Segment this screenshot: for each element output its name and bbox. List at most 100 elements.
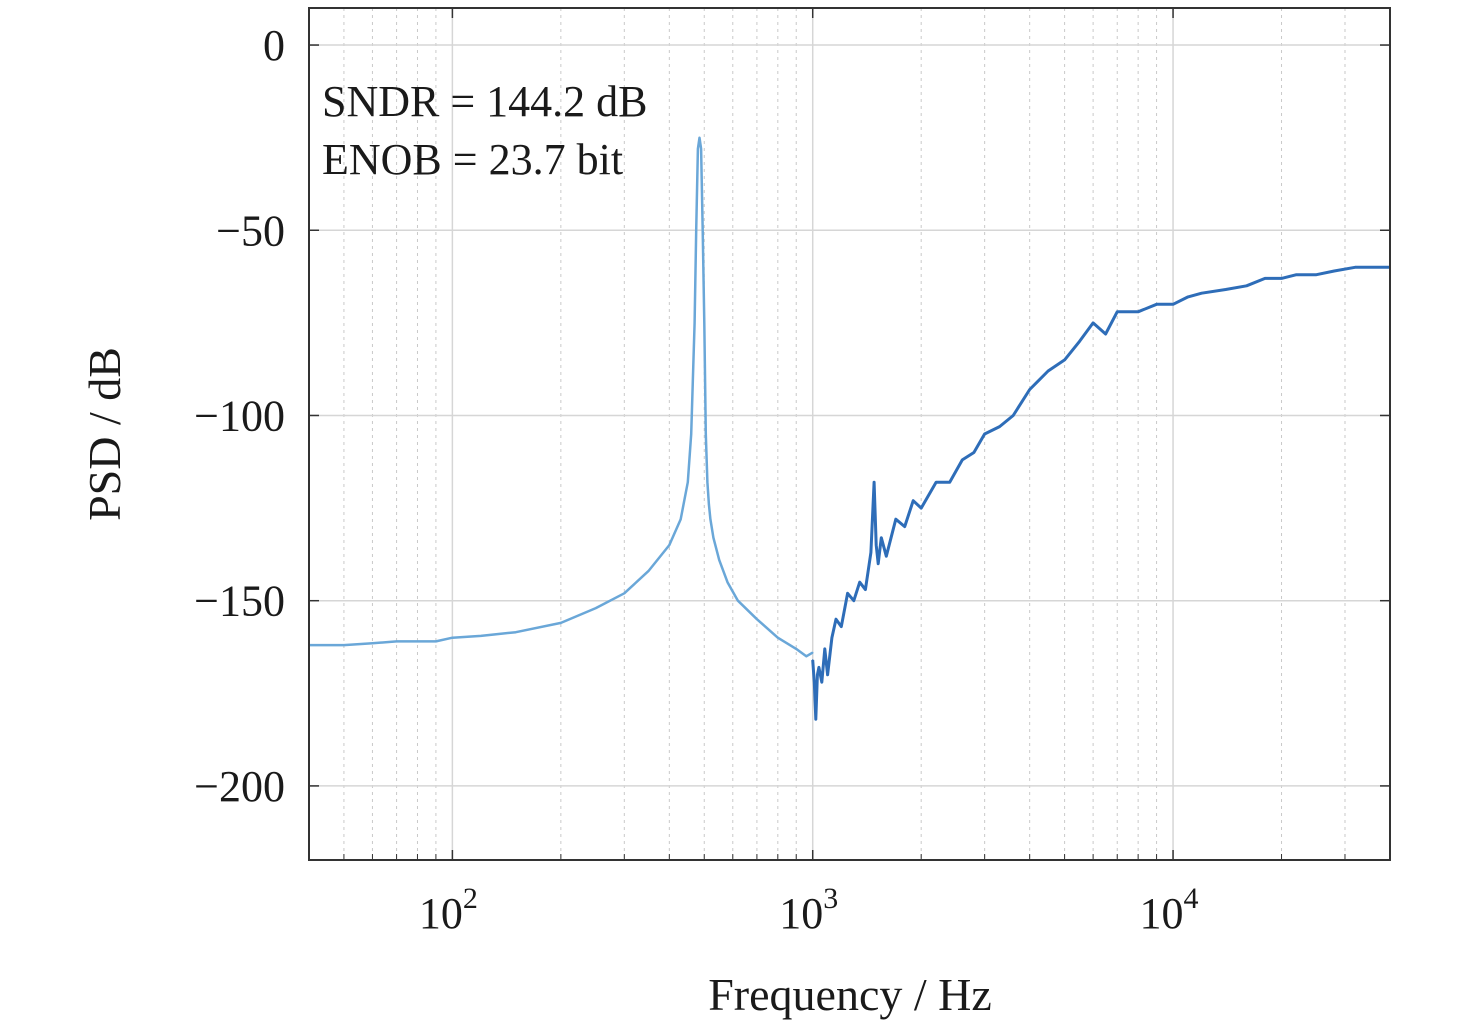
data-point [870, 551, 872, 554]
data-point [811, 659, 814, 661]
data-point [835, 618, 837, 620]
data-point [687, 481, 689, 484]
x-tick-label: 102 [419, 882, 478, 938]
data-point [864, 588, 867, 591]
data-point [903, 525, 906, 528]
data-point [726, 581, 729, 583]
data-point [826, 674, 829, 676]
data-point [693, 322, 696, 324]
series-line-1 [811, 265, 1390, 721]
data-point [973, 451, 975, 454]
data-point [623, 592, 626, 595]
data-point [1028, 388, 1031, 391]
data-point [935, 481, 937, 484]
data-point [1333, 270, 1335, 272]
data-point [824, 648, 826, 650]
data-point [706, 481, 709, 484]
data-point [875, 544, 877, 546]
data-point [1372, 266, 1375, 269]
y-tick-label: −100 [194, 391, 285, 440]
data-point [813, 681, 816, 683]
data-point [708, 503, 710, 506]
data-point [831, 636, 833, 639]
data-point [885, 555, 888, 557]
data-point [343, 644, 345, 646]
y-ticks: 0 −50 −100 −150 −200 [194, 21, 1390, 811]
data-point [895, 518, 897, 520]
annotation-sndr: SNDR = 144.2 dB [322, 77, 648, 126]
data-point [679, 518, 682, 520]
data-point [1172, 303, 1174, 306]
y-tick-label: −50 [216, 206, 285, 255]
data-point [647, 570, 650, 572]
data-point [961, 459, 964, 461]
data-point [705, 433, 707, 435]
data-point [515, 631, 517, 633]
data-point [873, 481, 875, 484]
y-axis-label: PSD / dB [79, 347, 130, 521]
data-point [435, 640, 437, 643]
data-point [880, 536, 883, 539]
data-point [948, 481, 951, 484]
data-point [795, 648, 797, 650]
data-point [983, 433, 986, 435]
data-point [700, 148, 702, 150]
data-point [777, 636, 779, 639]
series-line-0 [309, 136, 814, 658]
data-point [371, 642, 374, 645]
data-point [698, 136, 701, 139]
data-point [805, 655, 808, 658]
data-point [1187, 296, 1189, 298]
data-point [480, 635, 482, 637]
data-point [816, 674, 819, 676]
y-tick-label: −150 [194, 577, 285, 626]
major-grid [309, 8, 1390, 860]
data-point [737, 599, 739, 602]
data-point [1137, 311, 1139, 313]
data-point [1116, 311, 1118, 313]
data-point [690, 433, 692, 435]
data-point [1264, 277, 1266, 280]
data-point [1092, 322, 1094, 324]
data-point [821, 681, 823, 683]
data-point [818, 666, 820, 669]
data-point [920, 507, 922, 509]
data-point [1295, 273, 1298, 276]
data-point [1315, 273, 1318, 276]
data-point [756, 618, 758, 620]
data-point [1155, 303, 1158, 306]
x-tick-label: 103 [779, 882, 838, 938]
data-point [858, 581, 861, 583]
data-point [998, 425, 1001, 428]
data-point [595, 607, 597, 609]
data-point [912, 499, 914, 502]
data-point [815, 718, 817, 720]
data-point [877, 562, 879, 565]
data-point [695, 229, 697, 232]
x-axis-label: Frequency / Hz [708, 969, 992, 1020]
data-point [701, 229, 704, 232]
data-point [395, 640, 398, 643]
data-point [1200, 292, 1203, 295]
data-point [697, 148, 699, 150]
data-point [853, 599, 855, 602]
plot-frame [308, 7, 1391, 861]
data-point [1104, 333, 1107, 335]
data-point [1047, 370, 1049, 372]
data-point [560, 622, 562, 624]
data-point [1224, 288, 1227, 291]
series-layer [308, 136, 1391, 721]
data-point [451, 636, 454, 639]
data-point [1280, 277, 1283, 280]
data-point [1012, 414, 1014, 417]
data-point [668, 544, 671, 546]
x-ticks: 102 103 104 [308, 8, 1391, 938]
data-point [1063, 359, 1066, 361]
data-point [1354, 266, 1356, 269]
data-point [1245, 285, 1248, 287]
x-tick-label: 104 [1140, 882, 1199, 938]
data-point [703, 322, 706, 324]
annotation-enob: ENOB = 23.7 bit [322, 135, 623, 184]
data-point [1078, 340, 1081, 343]
y-tick-label: 0 [263, 21, 285, 70]
